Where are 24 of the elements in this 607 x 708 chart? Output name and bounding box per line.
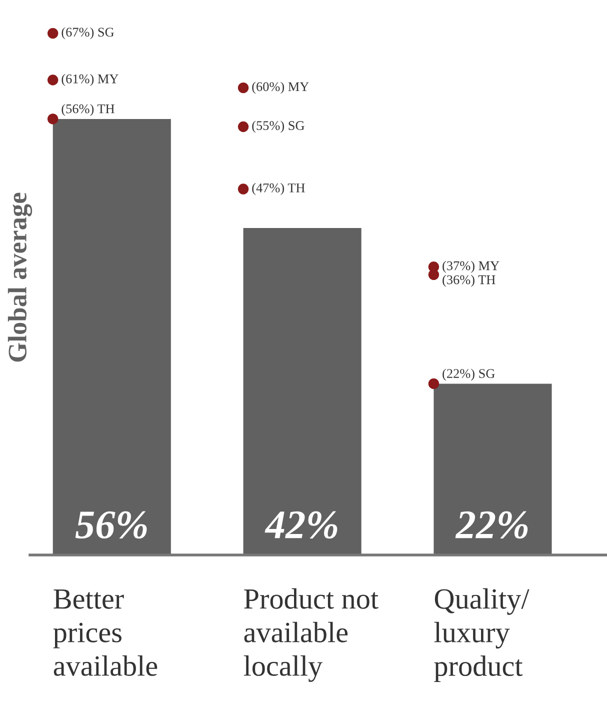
point xyxy=(428,269,440,280)
x-tick-label: Better prices available xyxy=(53,589,158,676)
data-label: (55%) SG xyxy=(252,120,304,133)
point xyxy=(238,184,249,194)
point xyxy=(48,74,58,86)
point xyxy=(48,114,58,124)
data-label: (67%) SG xyxy=(62,27,114,40)
x-tick-label: Quality/ luxury product xyxy=(434,588,530,682)
data-label: (60%) MY xyxy=(252,82,309,94)
data-label: 56% xyxy=(75,511,147,539)
point xyxy=(238,121,249,132)
point xyxy=(48,28,58,39)
point xyxy=(238,82,249,94)
y-axis-title: Global average xyxy=(8,192,32,362)
data-label: 42% xyxy=(264,511,338,539)
data-label: (61%) MY xyxy=(62,74,118,86)
data-label: (47%) TH xyxy=(252,183,305,196)
x-tick-label: Product not available locally xyxy=(244,588,378,682)
data-label: (22%) SG xyxy=(442,368,495,381)
data-label: (36%) TH xyxy=(442,274,496,287)
data-label: 22% xyxy=(455,511,528,539)
point xyxy=(428,378,440,390)
data-label: (56%) TH xyxy=(62,104,114,116)
data-label: (37%) MY xyxy=(442,260,500,273)
